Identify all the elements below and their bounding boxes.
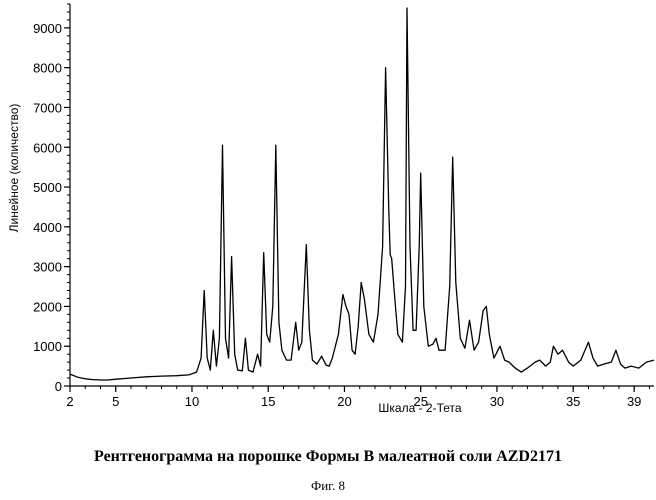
y-tick-label: 8000 <box>33 61 62 76</box>
x-tick-label: 10 <box>185 394 199 409</box>
y-tick-label: 3000 <box>33 260 62 275</box>
x-tick-label: 30 <box>490 394 504 409</box>
x-tick-label: 20 <box>337 394 351 409</box>
y-tick-label: 0 <box>55 379 62 394</box>
y-tick-label: 7000 <box>33 100 62 115</box>
y-tick-label: 5000 <box>33 180 62 195</box>
xrpd-chart: 2510152025303539010002000300040005000600… <box>0 0 656 440</box>
figure-number: Фиг. 8 <box>0 478 656 494</box>
y-tick-label: 9000 <box>33 21 62 36</box>
y-tick-label: 2000 <box>33 299 62 314</box>
x-tick-label: 39 <box>627 394 641 409</box>
diffraction-pattern-line <box>70 8 654 380</box>
y-tick-label: 1000 <box>33 339 62 354</box>
x-tick-label: 15 <box>261 394 275 409</box>
chart-ticks: 2510152025303539010002000300040005000600… <box>33 4 649 409</box>
x-axis-label: Шкала - 2-Тета <box>378 401 461 415</box>
y-axis-label: Линейное (количество) <box>7 104 21 233</box>
figure-caption: Рентгенограмма на порошке Формы В малеат… <box>0 448 656 466</box>
x-tick-label: 35 <box>566 394 580 409</box>
x-tick-label: 2 <box>66 394 73 409</box>
chart-series <box>70 8 654 380</box>
x-tick-label: 5 <box>112 394 119 409</box>
chart-axes <box>70 4 654 386</box>
y-tick-label: 4000 <box>33 220 62 235</box>
y-tick-label: 6000 <box>33 140 62 155</box>
